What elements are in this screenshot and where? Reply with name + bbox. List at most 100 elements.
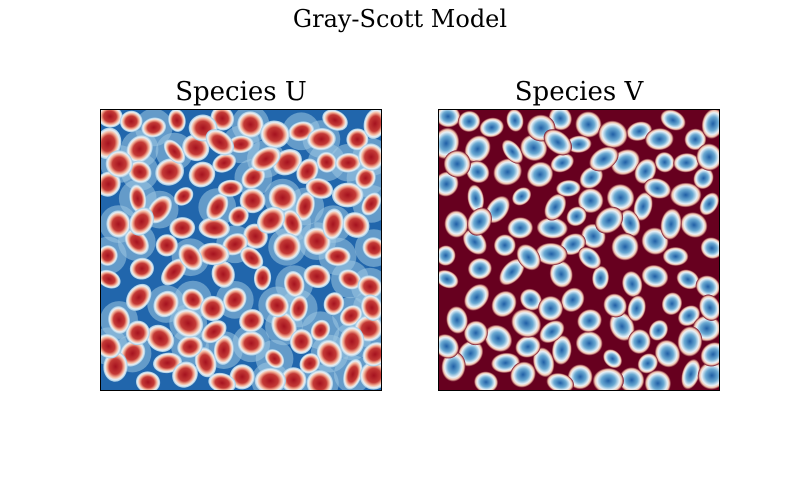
heatmap-spot xyxy=(680,212,708,238)
heatmap-spot xyxy=(257,206,286,234)
heatmap-spot xyxy=(511,187,532,206)
heatmap-spot xyxy=(299,353,321,374)
heatmap-spot xyxy=(260,120,290,149)
heatmap-spot xyxy=(538,295,564,322)
heatmap-spot xyxy=(611,233,639,261)
heatmap-spot xyxy=(163,139,186,164)
heatmap-spot xyxy=(669,182,702,208)
heatmap-spot xyxy=(677,305,701,327)
heatmap-spot xyxy=(441,351,466,382)
heatmap-spot xyxy=(305,178,334,199)
figure-title: Gray-Scott Model xyxy=(292,5,508,33)
heatmap-spot xyxy=(700,237,719,259)
heatmap-spot xyxy=(493,158,523,186)
heatmap-spot xyxy=(566,135,592,154)
heatmap-spot xyxy=(598,120,628,149)
heatmap-spot xyxy=(153,290,179,318)
heatmap-spot xyxy=(198,217,230,239)
heatmap-spot xyxy=(463,320,488,346)
heatmap-spot xyxy=(362,342,381,367)
heatmap-spot xyxy=(339,326,365,357)
heatmap-spot xyxy=(253,265,272,291)
heatmap-spot xyxy=(634,158,657,184)
heatmap-spot xyxy=(108,306,130,334)
heatmap-spot xyxy=(633,192,653,221)
heatmap-spot xyxy=(681,358,701,390)
heatmap-spot xyxy=(222,287,247,313)
heatmap-spot xyxy=(361,192,381,216)
panel-title-u: Species U xyxy=(175,77,307,107)
heatmap-spot xyxy=(592,367,624,390)
heatmap-spot xyxy=(303,264,331,288)
heatmap-spot xyxy=(464,283,490,311)
heatmap-spot xyxy=(342,212,370,238)
heatmap-spot xyxy=(491,290,517,318)
heatmap-spot xyxy=(589,146,619,172)
heatmap-spot xyxy=(188,161,216,188)
heatmap-spot xyxy=(532,347,555,378)
heatmap-spot xyxy=(645,128,674,151)
heatmap-spot xyxy=(322,208,344,240)
heatmap-spot xyxy=(307,128,336,151)
heatmap-spot xyxy=(359,361,381,390)
heatmap-spot xyxy=(357,275,381,298)
heatmap-spot xyxy=(457,110,481,133)
heatmap-spot xyxy=(506,110,524,132)
heatmap-spot xyxy=(177,335,203,358)
heatmap-spot xyxy=(194,347,217,378)
heatmap-spot xyxy=(362,237,381,259)
heatmap-spot xyxy=(697,361,719,390)
heatmap-spot xyxy=(439,245,456,266)
heatmap-spot xyxy=(673,152,700,173)
heatmap-spot xyxy=(129,207,154,236)
heatmap-spot xyxy=(516,244,541,271)
heatmap-spot xyxy=(126,283,152,311)
heatmap-spot xyxy=(603,349,623,369)
heatmap-spot xyxy=(579,166,604,189)
heatmap-spot xyxy=(129,184,147,213)
heatmap-spot xyxy=(515,335,541,358)
heatmap-spot xyxy=(240,246,264,270)
heatmap-spot xyxy=(578,246,602,270)
heatmap-spot xyxy=(343,358,363,390)
heatmap-spot xyxy=(627,329,651,355)
heatmap-spot xyxy=(698,294,719,321)
heatmap-spot xyxy=(282,209,303,237)
heatmap-spot xyxy=(699,192,719,216)
heatmap-spot xyxy=(627,295,646,322)
heatmap-spot xyxy=(626,121,653,142)
heatmap-spot xyxy=(641,227,669,255)
heatmap-spot xyxy=(229,364,255,390)
heatmap-spot xyxy=(560,287,585,313)
heatmap-spot xyxy=(331,182,364,208)
heatmap-spot xyxy=(128,160,152,184)
heatmap-spot xyxy=(644,370,672,390)
heatmap-spot xyxy=(239,309,264,333)
heatmap-spot xyxy=(536,217,568,239)
heatmap-spot xyxy=(643,178,672,199)
heatmap-spot xyxy=(439,171,459,197)
heatmap-spot xyxy=(501,139,524,164)
heatmap-spot xyxy=(101,171,121,197)
heatmap-spot xyxy=(654,151,675,173)
heatmap-spot xyxy=(360,294,381,321)
heatmap-spot xyxy=(289,329,313,355)
heatmap-spot xyxy=(241,166,266,189)
heatmap-spot xyxy=(273,233,301,261)
heatmap-spot xyxy=(654,339,681,368)
heatmap-spot xyxy=(591,265,610,291)
heatmap-spot xyxy=(577,309,602,333)
heatmap-u-svg xyxy=(101,110,381,390)
heatmap-spot xyxy=(473,371,499,390)
heatmap-spot xyxy=(237,331,265,356)
heatmap-spot xyxy=(464,135,491,163)
heatmap-spot xyxy=(439,110,461,128)
heatmap-spot xyxy=(124,229,149,255)
heatmap-spot xyxy=(239,188,266,214)
heatmap-spot xyxy=(228,206,249,227)
heatmap-spot xyxy=(335,152,362,173)
heatmap-spot xyxy=(621,270,643,298)
heatmap-spot xyxy=(544,193,567,221)
heatmap-spot xyxy=(560,233,586,256)
heatmap-spot xyxy=(303,227,331,255)
